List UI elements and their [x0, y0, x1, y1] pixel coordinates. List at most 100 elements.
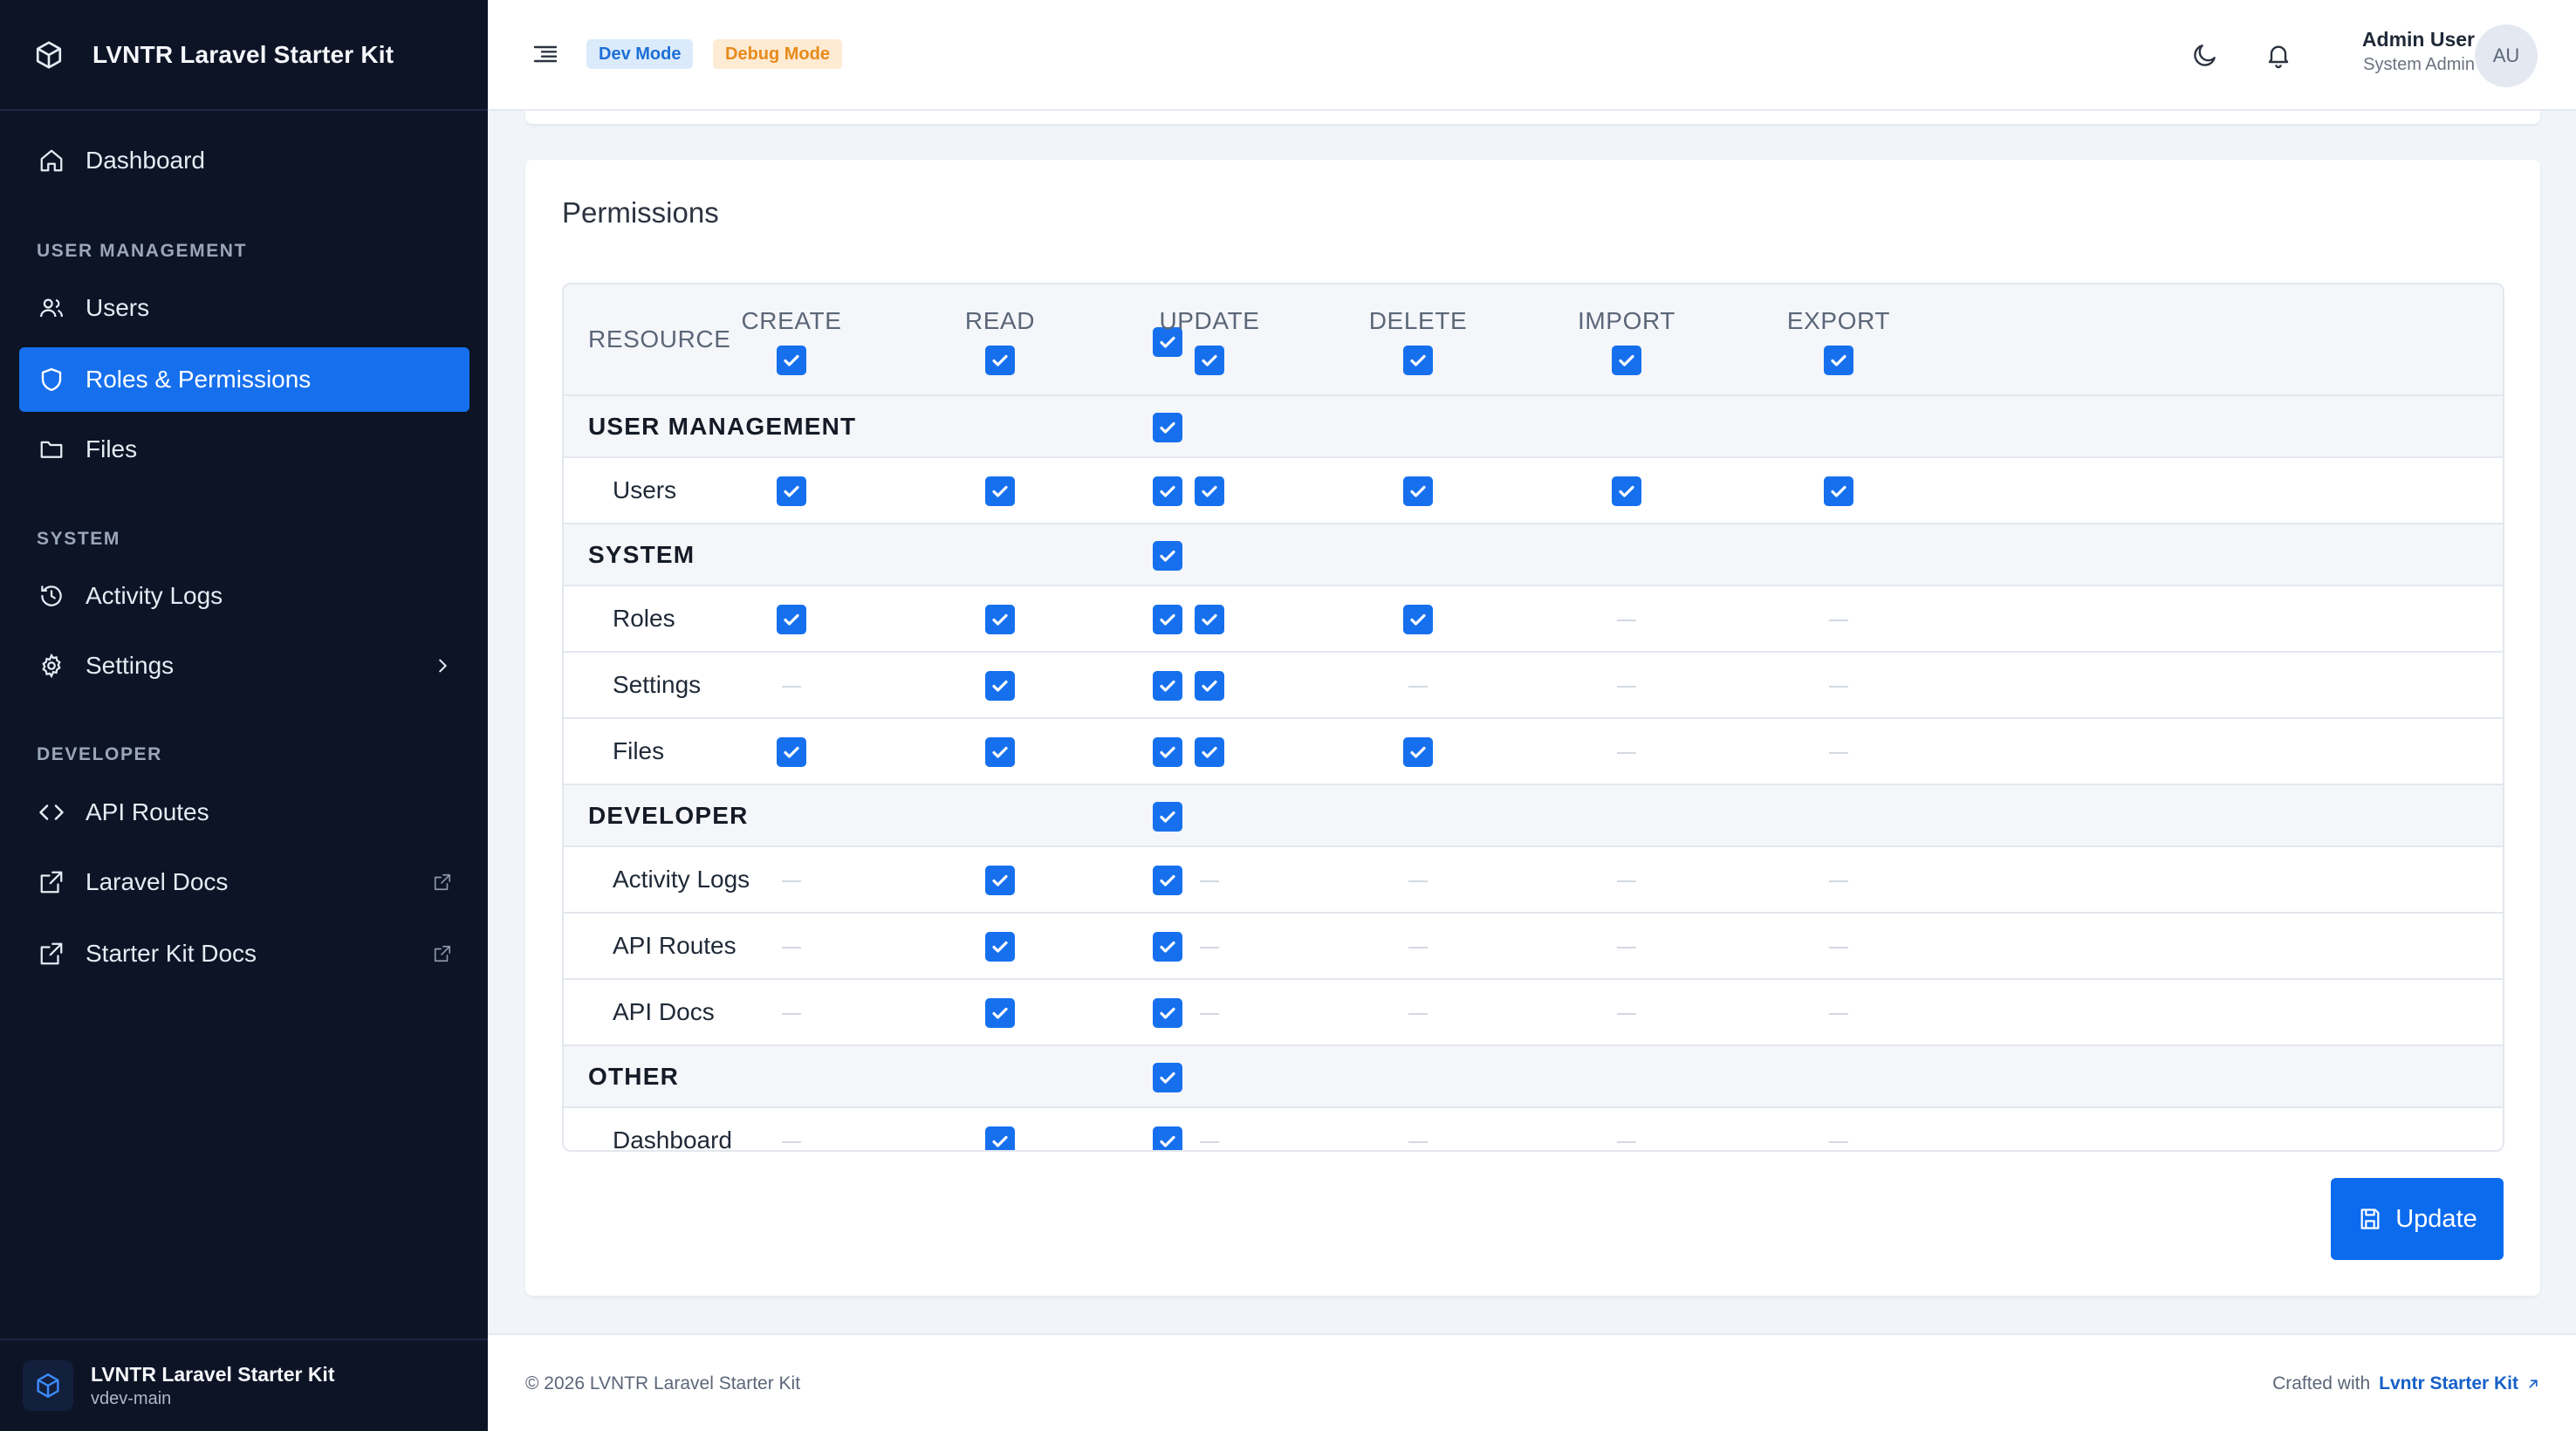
permission-checkbox[interactable]	[1195, 671, 1224, 701]
not-applicable-dash	[1200, 947, 1219, 948]
avatar[interactable]: AU	[2475, 24, 2538, 87]
starter-kit-link[interactable]: Lvntr Starter Kit	[2379, 1373, 2518, 1393]
sidebar-item-dashboard[interactable]: Dashboard	[19, 128, 469, 193]
check-icon	[1410, 613, 1426, 626]
dev-mode-badge: Dev Mode	[586, 39, 694, 69]
permission-checkbox[interactable]	[777, 476, 806, 506]
not-applicable-dash	[1617, 880, 1636, 882]
copyright-text: © 2026 LVNTR Laravel Starter Kit	[525, 1373, 801, 1393]
user-role: System Admin	[2363, 55, 2475, 74]
sidebar-item-label: Activity Logs	[86, 582, 223, 609]
not-applicable-dash	[1617, 686, 1636, 688]
group-select-checkbox[interactable]	[1153, 412, 1182, 442]
folder-icon	[37, 435, 66, 464]
permission-checkbox[interactable]	[985, 671, 1015, 701]
check-icon	[1831, 485, 1846, 497]
moon-icon[interactable]	[2189, 39, 2221, 71]
permission-checkbox[interactable]	[985, 1126, 1015, 1150]
check-icon	[1202, 680, 1217, 692]
check-icon	[992, 613, 1008, 626]
sidebar-brand[interactable]: LVNTR Laravel Starter Kit	[0, 0, 488, 111]
external-link-icon	[37, 867, 66, 897]
permission-checkbox[interactable]	[985, 476, 1015, 506]
group-row: USER MANAGEMENT	[564, 394, 2503, 456]
sidebar-item-label: Settings	[86, 652, 175, 679]
arrow-up-right-icon	[2525, 1376, 2541, 1392]
column-header-create: CREATE	[741, 307, 842, 334]
permission-checkbox[interactable]	[985, 866, 1015, 895]
sidebar-item-label: Dashboard	[86, 147, 205, 174]
row-select-checkbox[interactable]	[1153, 998, 1182, 1028]
table-row: API Routes	[564, 912, 2503, 978]
sidebar-item-api-routes[interactable]: API Routes	[19, 780, 469, 845]
not-applicable-dash	[1617, 947, 1636, 948]
crafted-text: Crafted with	[2272, 1373, 2371, 1393]
sidebar-item-settings[interactable]: Settings	[19, 633, 469, 698]
bell-icon[interactable]	[2263, 39, 2294, 71]
column-checkbox-read[interactable]	[985, 346, 1015, 375]
check-icon	[1160, 550, 1175, 562]
permission-checkbox[interactable]	[1403, 605, 1433, 634]
row-select-checkbox[interactable]	[1153, 932, 1182, 962]
sidebar-item-starter-kit-docs[interactable]: Starter Kit Docs	[19, 921, 469, 986]
permission-checkbox[interactable]	[1824, 476, 1853, 506]
chevron-right-icon	[431, 654, 454, 677]
external-link-icon	[37, 939, 66, 969]
row-select-checkbox[interactable]	[1153, 866, 1182, 895]
permission-checkbox[interactable]	[985, 605, 1015, 634]
permission-checkbox[interactable]	[1195, 476, 1224, 506]
column-header-resource: RESOURCE	[588, 325, 731, 353]
group-select-checkbox[interactable]	[1153, 1062, 1182, 1092]
not-applicable-dash	[1617, 1141, 1636, 1143]
select-all-checkbox[interactable]	[1153, 327, 1182, 357]
column-checkbox-delete[interactable]	[1403, 346, 1433, 375]
cube-icon	[33, 39, 65, 71]
check-icon	[992, 354, 1008, 366]
sidebar-item-files[interactable]: Files	[19, 417, 469, 482]
user-info[interactable]: Admin User System Admin	[2362, 28, 2475, 75]
sidebar-item-laravel-docs[interactable]: Laravel Docs	[19, 850, 469, 914]
not-applicable-dash	[782, 947, 801, 948]
permission-checkbox[interactable]	[1195, 737, 1224, 767]
permission-checkbox[interactable]	[1403, 737, 1433, 767]
not-applicable-dash	[1408, 880, 1428, 882]
check-icon	[1160, 1007, 1175, 1019]
check-icon	[1160, 1135, 1175, 1147]
row-select-checkbox[interactable]	[1153, 476, 1182, 506]
resource-label: Settings	[613, 671, 702, 698]
permission-checkbox[interactable]	[777, 605, 806, 634]
not-applicable-dash	[782, 686, 801, 688]
column-checkbox-export[interactable]	[1824, 346, 1853, 375]
permission-checkbox[interactable]	[1612, 476, 1641, 506]
update-button[interactable]: Update	[2331, 1178, 2504, 1260]
row-select-checkbox[interactable]	[1153, 737, 1182, 767]
permission-checkbox[interactable]	[1195, 605, 1224, 634]
sidebar-item-label: Users	[86, 294, 150, 321]
column-checkbox-create[interactable]	[777, 346, 806, 375]
sidebar-item-activity-logs[interactable]: Activity Logs	[19, 564, 469, 628]
permission-checkbox[interactable]	[1403, 476, 1433, 506]
row-select-checkbox[interactable]	[1153, 671, 1182, 701]
permission-checkbox[interactable]	[777, 737, 806, 767]
column-checkbox-update[interactable]	[1195, 346, 1224, 375]
sidebar-item-label: Laravel Docs	[86, 868, 229, 895]
sidebar-item-users[interactable]: Users	[19, 276, 469, 340]
not-applicable-dash	[1617, 752, 1636, 754]
row-select-checkbox[interactable]	[1153, 1126, 1182, 1150]
save-icon	[2357, 1206, 2383, 1232]
table-row: Files	[564, 717, 2503, 784]
column-header-delete: DELETE	[1368, 307, 1468, 334]
check-icon	[1160, 941, 1175, 953]
check-icon	[992, 874, 1008, 887]
sidebar-item-label: Files	[86, 435, 138, 462]
not-applicable-dash	[1829, 686, 1848, 688]
row-select-checkbox[interactable]	[1153, 605, 1182, 634]
permission-checkbox[interactable]	[985, 932, 1015, 962]
permission-checkbox[interactable]	[985, 998, 1015, 1028]
group-select-checkbox[interactable]	[1153, 540, 1182, 571]
menu-toggle-icon[interactable]	[531, 39, 560, 69]
group-select-checkbox[interactable]	[1153, 801, 1182, 832]
sidebar-item-roles-permissions[interactable]: Roles & Permissions	[19, 347, 469, 412]
permission-checkbox[interactable]	[985, 737, 1015, 767]
column-checkbox-import[interactable]	[1612, 346, 1641, 375]
